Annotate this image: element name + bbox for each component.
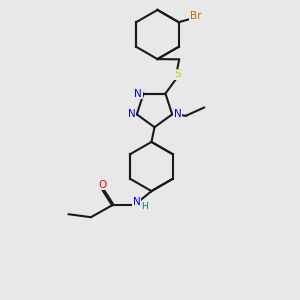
Text: O: O bbox=[99, 179, 107, 190]
Text: N: N bbox=[128, 109, 135, 119]
Text: N: N bbox=[134, 88, 142, 99]
Text: Br: Br bbox=[190, 11, 201, 21]
Text: H: H bbox=[141, 202, 148, 211]
Text: N: N bbox=[174, 109, 182, 119]
Text: S: S bbox=[174, 69, 181, 80]
Text: N: N bbox=[133, 197, 140, 207]
